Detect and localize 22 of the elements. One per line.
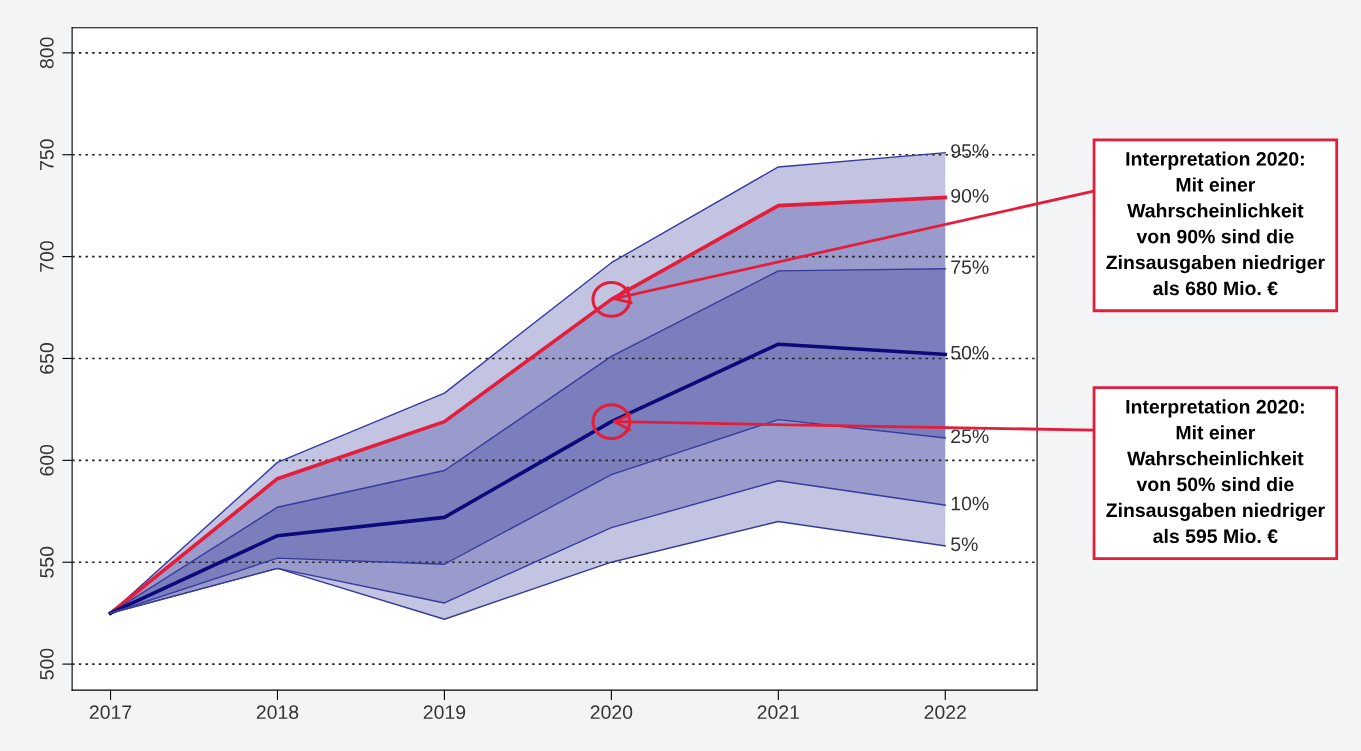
x-tick-label: 2019 [423,705,466,720]
series-label: 5% [951,537,978,552]
y-tick-label: 500 [39,648,54,680]
series-label: 75% [951,260,989,275]
y-tick-label: 700 [39,241,54,272]
y-tick-label: 650 [39,343,54,374]
x-tick-label: 2017 [89,705,132,720]
series-label: 10% [951,496,989,511]
series-label: 25% [951,429,989,444]
x-tick-label: 2020 [590,705,633,720]
x-tick-label: 2022 [924,705,966,720]
x-tick-label: 2021 [757,705,799,720]
annotation: Interpretation 2020: Mit einer Wahrscheinlichkeit von 50% sind die Zinsausgaben niedriger als 595 Mio. € [1106,399,1325,544]
x-tick-label: 2018 [256,705,299,720]
y-tick-label: 750 [39,139,54,170]
series-label: 95% [951,144,989,158]
y-tick-label: 550 [39,546,54,578]
annotation: Interpretation 2020: Mit einer Wahrscheinlichkeit von 90% sind die Zinsausgaben niedriger als 680 Mio. € [1106,151,1325,296]
y-tick-label: 600 [39,444,54,476]
series-label: 90% [951,188,989,203]
y-tick-label: 800 [39,37,54,69]
series-label: 50% [951,345,989,360]
